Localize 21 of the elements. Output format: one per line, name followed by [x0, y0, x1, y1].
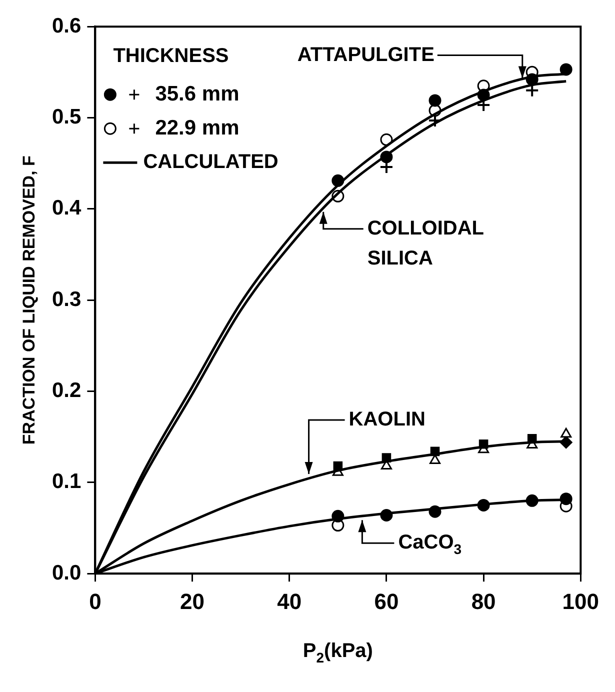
legend-label: 35.6 mm: [155, 82, 240, 106]
annotation: COLLOIDAL SILICA: [367, 217, 484, 270]
y-tick-label: 0.1: [52, 470, 82, 494]
x-tick-label: 60: [374, 588, 399, 614]
x-tick-label: 20: [180, 588, 205, 614]
legend-label: CALCULATED: [143, 151, 278, 174]
y-tick-label: 0.3: [52, 288, 82, 311]
x-tick-label: 100: [562, 588, 600, 614]
y-tick-label: 0.5: [52, 106, 82, 129]
y-tick-label: 0.4: [52, 196, 82, 220]
annotation: KAOLIN: [348, 408, 426, 430]
x-tick-label: 0: [89, 588, 102, 614]
y-axis-title: FRACTION OF LIQUID REMOVED, F: [20, 156, 39, 445]
legend-label: 22.9 mm: [155, 116, 240, 140]
x-tick-label: 80: [471, 588, 496, 614]
annotation: ATTAPULGITE: [297, 44, 434, 66]
y-tick-label: 0.2: [52, 379, 82, 402]
y-tick-label: 0.0: [52, 561, 82, 584]
legend-title: THICKNESS: [113, 45, 229, 68]
y-tick-label: 0.6: [52, 14, 82, 38]
x-tick-label: 40: [277, 588, 302, 614]
